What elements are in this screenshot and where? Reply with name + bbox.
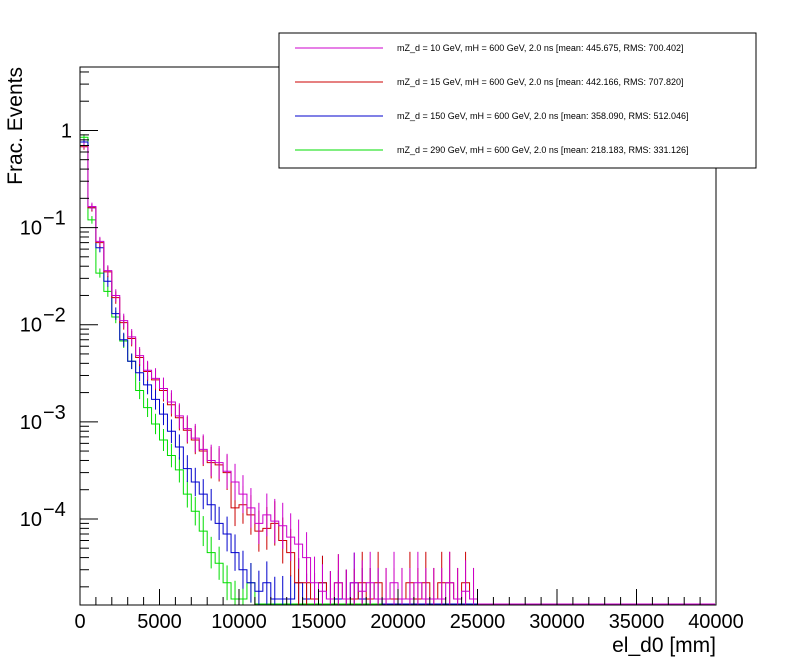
legend-entry-1: mZ_d = 10 GeV, mH = 600 GeV, 2.0 ns [mea… <box>397 43 684 53</box>
x-axis-title: el_d0 [mm] <box>612 634 716 657</box>
series-group <box>80 134 715 605</box>
y-tick-label: 10 <box>20 412 42 434</box>
x-tick-label: 0 <box>74 611 85 633</box>
legend-box <box>278 32 757 169</box>
x-tick-label: 35000 <box>609 611 665 633</box>
y-tick-exponent: −1 <box>43 208 66 230</box>
y-tick-label: 10 <box>20 509 42 531</box>
y-tick-exponent: −2 <box>43 305 66 327</box>
x-tick-label: 5000 <box>137 611 182 633</box>
x-tick-label: 15000 <box>291 611 347 633</box>
legend-entry-4: mZ_d = 290 GeV, mH = 600 GeV, 2.0 ns [me… <box>397 145 689 155</box>
y-tick-label: 1 <box>61 120 72 142</box>
x-tick-label: 10000 <box>211 611 267 633</box>
y-tick-label: 10 <box>20 218 42 240</box>
y-tick-label: 10 <box>20 315 42 337</box>
x-axis: 0 5000 10000 15000 20000 25000 30000 35000 40000 <box>74 589 744 633</box>
x-tick-label: 25000 <box>450 611 506 633</box>
legend-entry-3: mZ_d = 150 GeV, mH = 600 GeV, 2.0 ns [me… <box>397 111 689 121</box>
y-axis-title: Frac. Events <box>4 67 27 185</box>
x-tick-label: 20000 <box>370 611 426 633</box>
y-tick-exponent: −4 <box>43 499 66 521</box>
legend-entry-2: mZ_d = 15 GeV, mH = 600 GeV, 2.0 ns [mea… <box>397 77 684 87</box>
y-tick-exponent: −3 <box>43 402 66 424</box>
x-tick-label: 30000 <box>529 611 585 633</box>
x-tick-label: 40000 <box>688 611 744 633</box>
legend: mZ_d = 10 GeV, mH = 600 GeV, 2.0 ns [mea… <box>278 32 757 169</box>
y-axis: 10 −410 −310 −210 −11 <box>20 71 98 588</box>
